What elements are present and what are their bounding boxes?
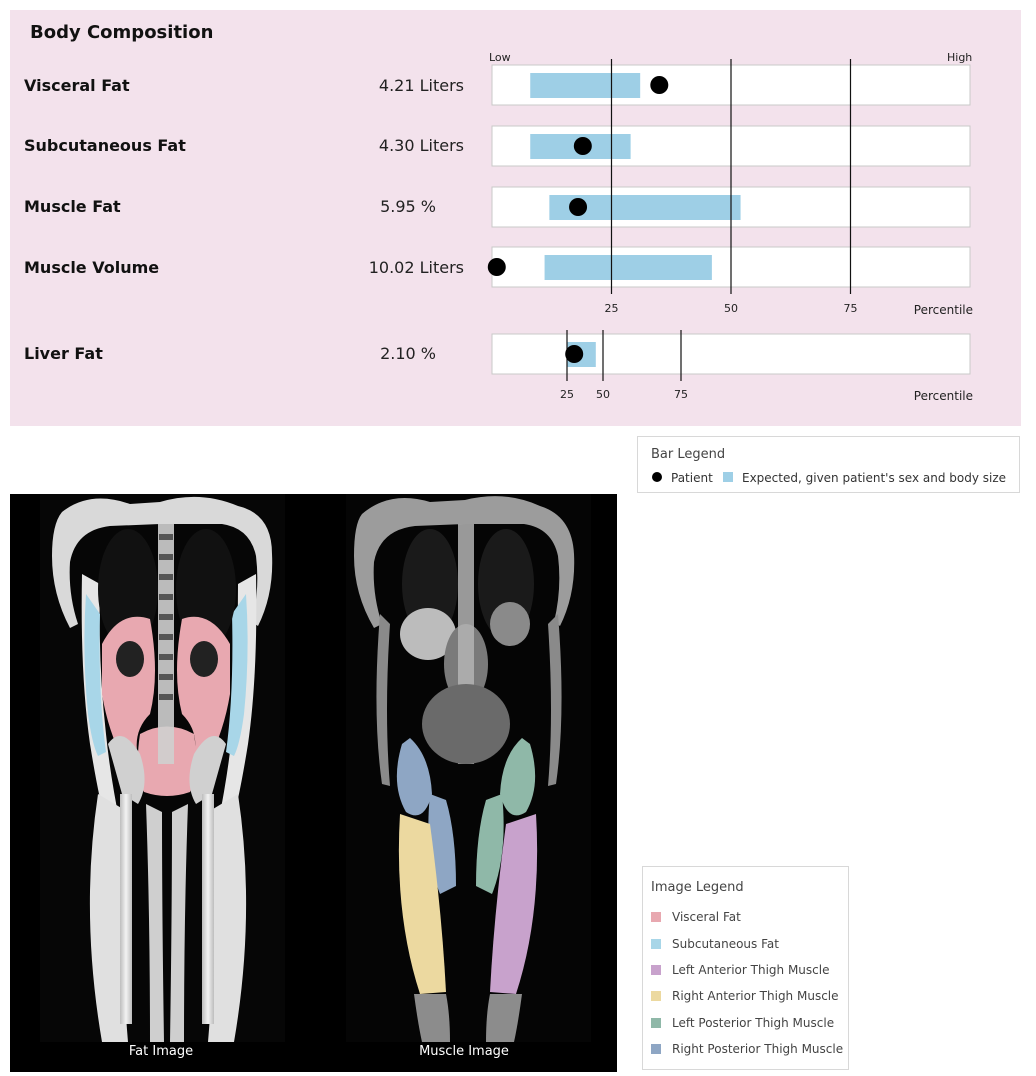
visceral-fat-swatch-icon — [651, 912, 661, 922]
patient-dot-subcutaneous-fat — [573, 137, 592, 155]
row-value-muscle-volume: 10.02 Liters — [368, 258, 464, 277]
track-liver-fat — [491, 333, 971, 375]
bar-legend-patient-label: Patient — [671, 471, 713, 485]
mri-images-panel — [10, 494, 617, 1072]
scale-high-label: High — [947, 51, 973, 64]
tick-label-25: 25 — [605, 302, 619, 315]
fat-image — [40, 494, 285, 1042]
subcutaneous-fat-swatch-icon — [651, 939, 661, 949]
expected-swatch-icon — [723, 472, 733, 482]
patient-dot-visceral-fat — [650, 76, 669, 94]
patient-dot-icon — [652, 472, 662, 482]
bar-legend-expected-label: Expected, given patient's sex and body s… — [742, 471, 1007, 485]
expected-bar-muscle-volume — [544, 255, 712, 280]
patient-dot-muscle-volume — [487, 258, 506, 276]
muscle-image — [346, 494, 591, 1042]
bar-legend: Bar Legend Patient Expected, given patie… — [637, 436, 1020, 493]
row-label-subcutaneous-fat: Subcutaneous Fat — [24, 136, 186, 155]
mri-images — [40, 494, 591, 1042]
row-label-liver-fat: Liver Fat — [24, 344, 103, 363]
right-anterior-thigh-swatch-icon — [651, 991, 661, 1001]
row-label-visceral-fat: Visceral Fat — [24, 76, 130, 95]
row-value-subcutaneous-fat: 4.30 Liters — [378, 136, 464, 155]
fat-image-caption: Fat Image — [128, 1044, 194, 1059]
patient-dot-muscle-fat — [569, 198, 588, 216]
percentile-bars-chart: 25 50 75 Percentile 25 50 75 Percentile — [487, 59, 973, 403]
image-legend: Image Legend Visceral Fat Subcutaneous F… — [642, 866, 849, 1070]
patient-dot-liver-fat — [565, 345, 584, 363]
liver-tick-label-50: 50 — [596, 388, 610, 401]
liver-percentile-axis-label: Percentile — [914, 389, 973, 403]
row-value-muscle-fat: 5.95 % — [380, 197, 436, 216]
row-label-muscle-fat: Muscle Fat — [24, 197, 121, 216]
liver-tick-label-75: 75 — [674, 388, 688, 401]
image-legend-title: Image Legend — [651, 880, 744, 895]
row-value-liver-fat: 2.10 % — [380, 344, 436, 363]
chart-title: Body Composition — [30, 22, 214, 43]
expected-bar-visceral-fat — [530, 73, 641, 98]
row-label-muscle-volume: Muscle Volume — [24, 258, 160, 277]
scale-low-label: Low — [489, 51, 511, 64]
liver-tick-label-25: 25 — [560, 388, 574, 401]
bar-legend-title: Bar Legend — [651, 447, 726, 462]
left-posterior-thigh-swatch-icon — [651, 1018, 661, 1028]
tick-label-50: 50 — [724, 302, 738, 315]
muscle-image-caption: Muscle Image — [419, 1044, 509, 1059]
tick-label-75: 75 — [844, 302, 858, 315]
row-value-visceral-fat: 4.21 Liters — [378, 76, 464, 95]
right-posterior-thigh-swatch-icon — [651, 1044, 661, 1054]
left-anterior-thigh-swatch-icon — [651, 965, 661, 975]
percentile-axis-label: Percentile — [914, 303, 973, 317]
